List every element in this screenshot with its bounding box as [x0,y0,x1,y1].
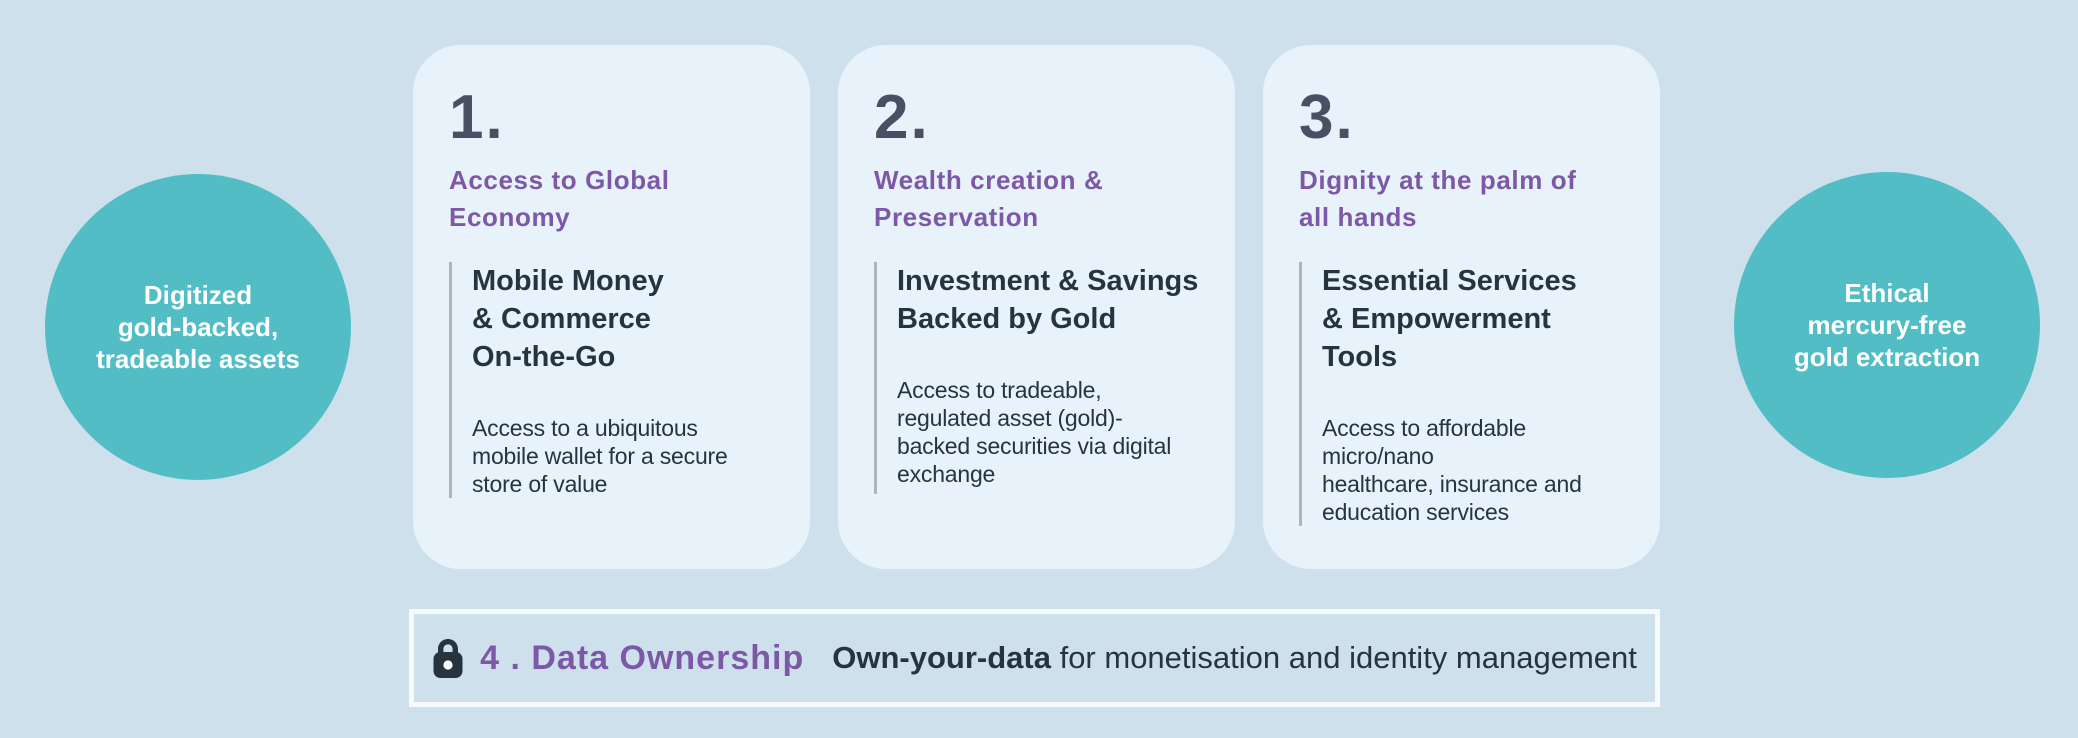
card-body: Investment & Savings Backed by Gold Acce… [874,262,1207,494]
card-number: 2. [874,83,930,152]
card-number: 3. [1299,83,1355,152]
card-title: Essential Services & Empowerment Tools [1322,265,1577,373]
card-title: Investment & Savings Backed by Gold [897,265,1199,335]
card-description: Access to tradeable, regulated asset (go… [897,377,1172,487]
data-ownership-label: 4 . Data Ownership [480,638,805,677]
card-heading: Wealth creation & Preservation [874,165,1104,232]
card-body: Essential Services & Empowerment Tools A… [1299,262,1632,526]
card-description: Access to affordable micro/nano healthca… [1322,415,1582,525]
card-description: Access to a ubiquitous mobile wallet for… [472,415,728,497]
own-your-data-bold: Own-your-data [832,640,1051,675]
own-your-data-rest: for monetisation and identity management [1059,640,1637,675]
card-heading: Access to Global Economy [449,165,670,232]
left-circle-text: Digitized gold-backed, tradeable assets [96,280,300,374]
right-circle-text: Ethical mercury-free gold extraction [1793,278,1981,372]
card-heading: Dignity at the palm of all hands [1299,165,1577,232]
data-ownership-text: Own-your-data for monetisation and ident… [832,640,1637,676]
card-wealth-creation: 2. Wealth creation & Preservation Invest… [838,45,1235,569]
card-number: 1. [449,83,505,152]
lock-icon [433,639,463,678]
right-circle-badge: Ethical mercury-free gold extraction [1734,172,2040,478]
card-access-global-economy: 1. Access to Global Economy Mobile Money… [413,45,810,569]
data-ownership-banner: 4 . Data Ownership Own-your-data for mon… [409,609,1660,707]
card-body: Mobile Money & Commerce On-the-Go Access… [449,262,782,498]
card-title: Mobile Money & Commerce On-the-Go [472,265,664,373]
left-circle-badge: Digitized gold-backed, tradeable assets [45,174,351,480]
card-dignity: 3. Dignity at the palm of all hands Esse… [1263,45,1660,569]
